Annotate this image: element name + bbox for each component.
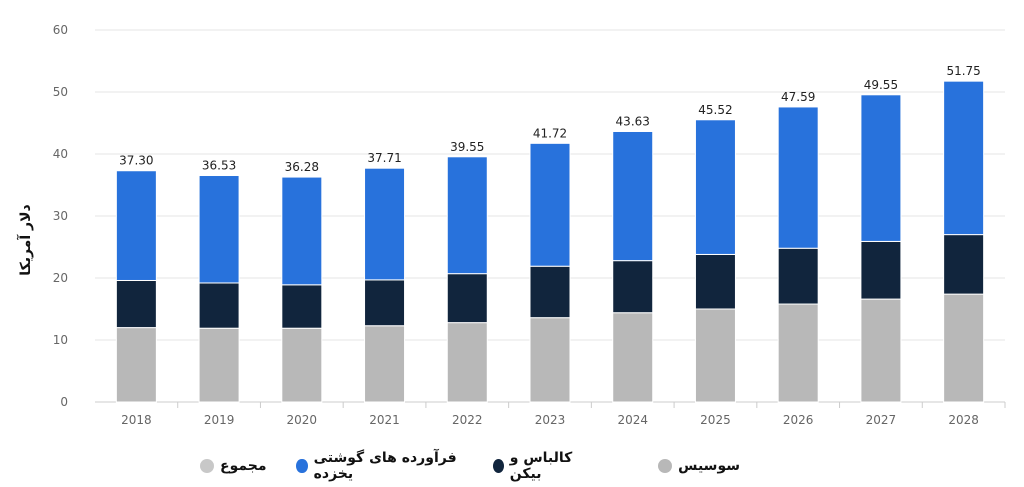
bar-segment	[281, 327, 323, 403]
x-tick-label: 2020	[287, 413, 318, 427]
total-data-label: 36.28	[285, 160, 319, 174]
total-data-label: 45.52	[698, 103, 732, 117]
legend-item-salami-bacon[interactable]: کالباس و بیکن	[492, 450, 588, 482]
legend-dot	[200, 459, 214, 473]
bar-segment	[529, 265, 571, 319]
legend-item-sausage[interactable]: سوسیس	[658, 458, 740, 474]
legend-label: کالباس و بیکن	[509, 450, 573, 482]
bar-segment	[115, 327, 157, 403]
x-tick-label: 2026	[783, 413, 814, 427]
y-tick-label: 50	[53, 85, 68, 99]
y-tick-label: 0	[60, 395, 68, 409]
legend-dot	[658, 459, 673, 473]
x-tick-label: 2027	[866, 413, 897, 427]
bar-segment	[281, 284, 323, 329]
bar-segment	[612, 312, 654, 403]
total-data-label: 47.59	[781, 90, 815, 104]
bar-segment	[198, 282, 240, 329]
bar-segment	[612, 130, 654, 262]
y-tick-label: 20	[53, 271, 68, 285]
bar-segment	[777, 303, 819, 403]
x-tick-label: 2021	[369, 413, 400, 427]
total-data-label: 36.53	[202, 159, 236, 173]
bar-segment	[115, 279, 157, 329]
bar-segment	[364, 279, 406, 327]
bar-segment	[364, 325, 406, 403]
bar-segment	[529, 142, 571, 267]
bar-segment	[694, 119, 736, 255]
bar-segment	[860, 240, 902, 300]
bar-segment	[198, 175, 240, 284]
legend-item-frozen[interactable]: فرآورده های گوشتی یخزده	[296, 450, 462, 482]
bar-segment	[281, 176, 323, 286]
y-tick-label: 30	[53, 209, 68, 223]
bar-segment	[446, 156, 488, 275]
bar-segment	[860, 94, 902, 242]
legend-label: سوسیس	[678, 458, 740, 474]
legend-dot	[296, 459, 308, 473]
bar-segment	[446, 273, 488, 324]
bar-segment	[529, 317, 571, 403]
total-data-label: 41.72	[533, 126, 567, 140]
bar-segment	[943, 234, 985, 295]
total-data-label: 49.55	[864, 78, 898, 92]
total-data-label: 37.71	[367, 151, 401, 165]
x-tick-label: 2025	[700, 413, 731, 427]
x-tick-label: 2024	[617, 413, 648, 427]
bar-segment	[943, 293, 985, 403]
total-data-label: 37.30	[119, 154, 153, 168]
total-data-label: 39.55	[450, 140, 484, 154]
x-tick-label: 2019	[204, 413, 235, 427]
bar-segment	[198, 327, 240, 403]
bar-segment	[115, 170, 157, 281]
y-tick-label: 60	[53, 23, 68, 37]
x-tick-label: 2022	[452, 413, 483, 427]
legend-label: فرآورده های گوشتی یخزده	[313, 450, 457, 482]
bar-segment	[612, 260, 654, 314]
legend-label: مجموع	[220, 458, 267, 474]
total-data-label: 43.63	[616, 114, 650, 128]
bar-segment	[777, 247, 819, 305]
x-tick-label: 2023	[535, 413, 566, 427]
x-tick-label: 2028	[948, 413, 979, 427]
legend-item-total[interactable]: مجموع	[200, 458, 266, 474]
y-tick-label: 40	[53, 147, 68, 161]
legend-dot	[492, 459, 504, 473]
bar-segment	[860, 298, 902, 403]
total-data-label: 51.75	[946, 64, 980, 78]
bar-segment	[446, 322, 488, 403]
x-tick-label: 2018	[121, 413, 152, 427]
y-tick-label: 10	[53, 333, 68, 347]
bar-segment	[694, 253, 736, 310]
y-axis-label: دلار آمریکا	[16, 204, 34, 275]
legend: مجموع فرآورده های گوشتی یخزده کالباس و ب…	[200, 450, 740, 482]
bar-segment	[943, 80, 985, 236]
bar-segment	[364, 167, 406, 281]
bar-segment	[777, 106, 819, 249]
stacked-bar-chart: 0 10 20 30 40 50 60 37.30 2018 36.53 2019 36.28 2020…	[16, 23, 1006, 427]
bar-segment	[694, 308, 736, 403]
